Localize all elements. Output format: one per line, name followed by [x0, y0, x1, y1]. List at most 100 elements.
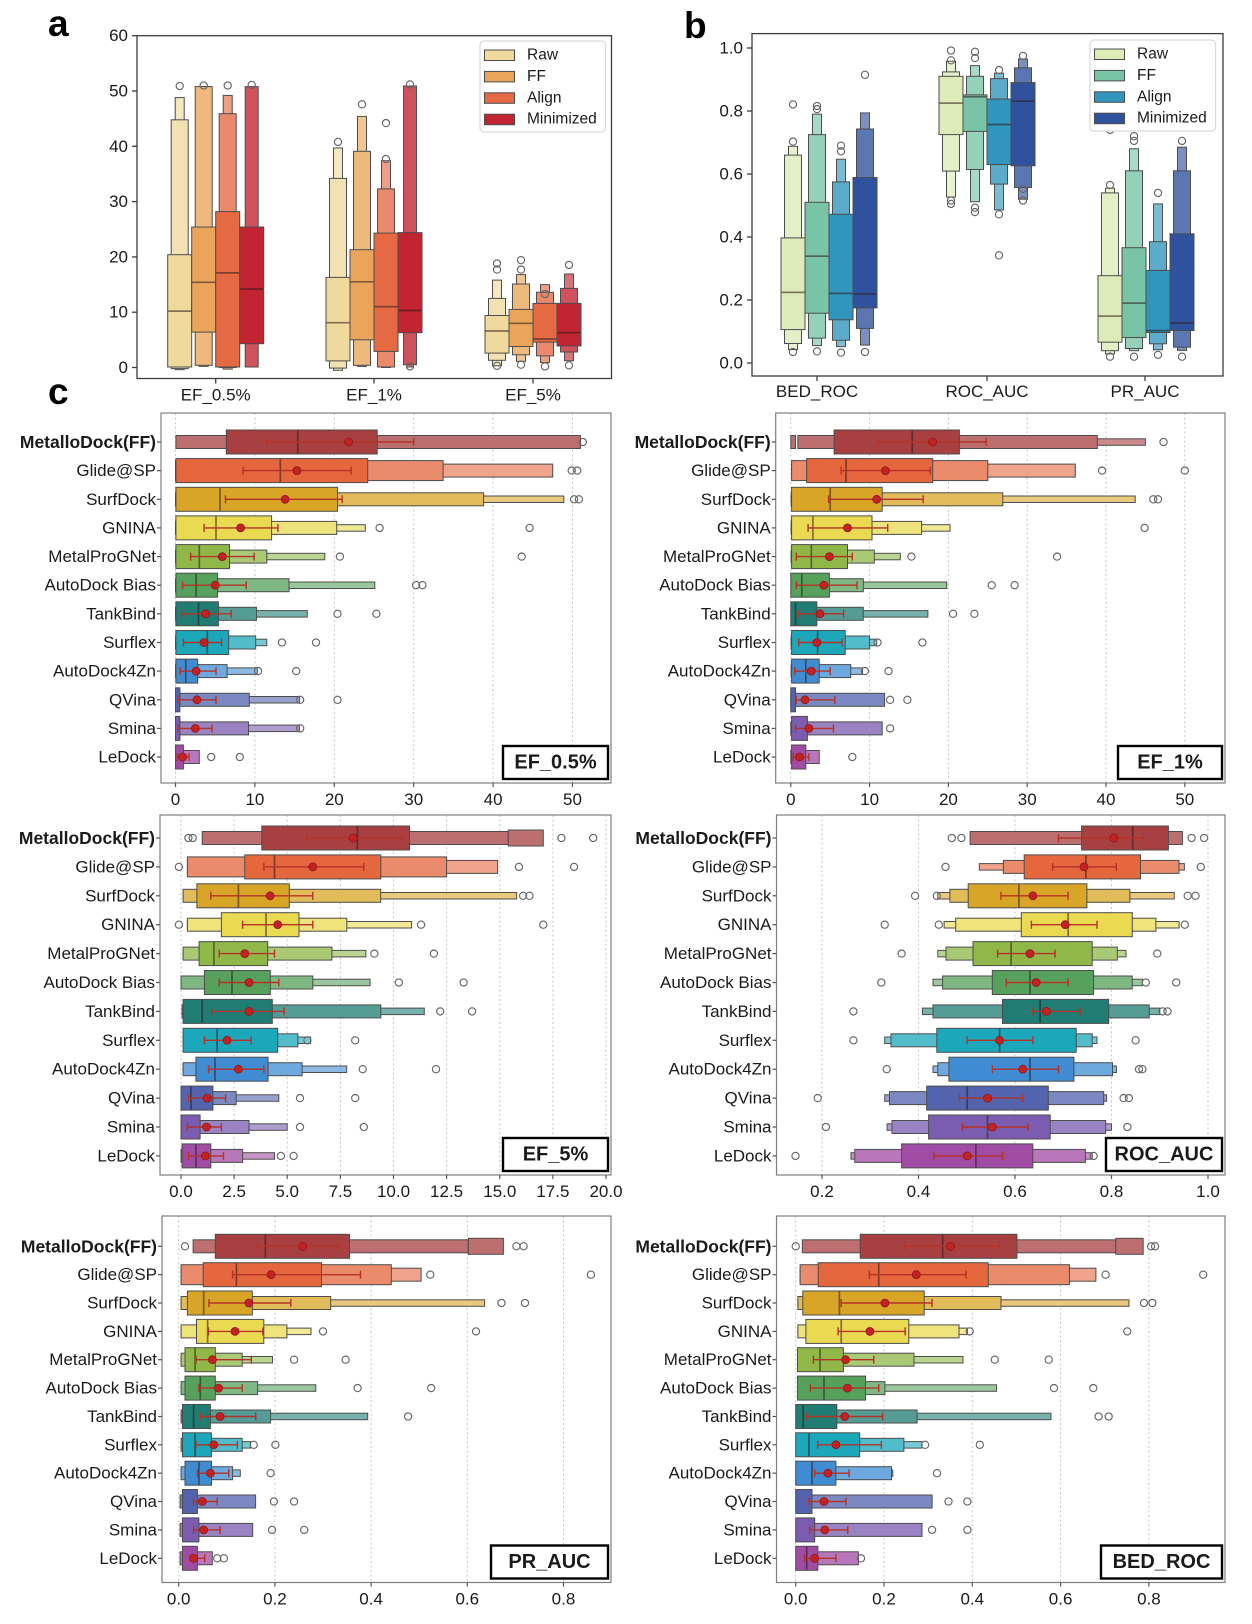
svg-text:LeDock: LeDock — [97, 1146, 155, 1165]
svg-text:AutoDock Bias: AutoDock Bias — [45, 576, 157, 595]
svg-text:AutoDock4Zn: AutoDock4Zn — [52, 1060, 155, 1079]
svg-text:EF_1%: EF_1% — [1137, 752, 1203, 774]
svg-text:20: 20 — [939, 790, 958, 809]
svg-text:10: 10 — [860, 790, 879, 809]
svg-text:EF_5%: EF_5% — [505, 386, 561, 405]
svg-text:TankBind: TankBind — [702, 1407, 772, 1426]
svg-text:30: 30 — [1018, 790, 1037, 809]
svg-text:Align: Align — [527, 89, 561, 106]
svg-text:0.0: 0.0 — [169, 1182, 193, 1201]
svg-text:FF: FF — [1137, 67, 1156, 84]
svg-text:AutoDock Bias: AutoDock Bias — [46, 1379, 158, 1398]
svg-text:MetalProGNet: MetalProGNet — [663, 547, 771, 566]
svg-text:60: 60 — [109, 26, 128, 45]
svg-text:AutoDock4Zn: AutoDock4Zn — [668, 662, 771, 681]
svg-text:MetalProGNet: MetalProGNet — [47, 944, 155, 963]
svg-text:Smina: Smina — [107, 1118, 156, 1137]
svg-text:0.2: 0.2 — [719, 291, 743, 310]
svg-text:AutoDock4Zn: AutoDock4Zn — [54, 1464, 157, 1483]
svg-text:MetalloDock(FF): MetalloDock(FF) — [635, 1236, 771, 1256]
svg-text:Surflex: Surflex — [719, 1435, 772, 1454]
svg-text:EF_0.5%: EF_0.5% — [181, 386, 251, 405]
svg-text:0.8: 0.8 — [1100, 1182, 1124, 1201]
svg-text:MetalloDock(FF): MetalloDock(FF) — [635, 432, 771, 452]
svg-text:Raw: Raw — [1137, 46, 1169, 63]
svg-text:MetalloDock(FF): MetalloDock(FF) — [635, 828, 771, 848]
svg-text:0.4: 0.4 — [719, 228, 743, 247]
svg-text:SurfDock: SurfDock — [702, 886, 772, 905]
svg-text:MetalProGNet: MetalProGNet — [48, 547, 156, 566]
svg-text:50: 50 — [1175, 790, 1194, 809]
svg-text:Align: Align — [1137, 88, 1171, 105]
svg-text:AutoDock Bias: AutoDock Bias — [660, 1379, 772, 1398]
svg-text:LeDock: LeDock — [714, 1549, 772, 1568]
svg-text:0.8: 0.8 — [719, 102, 743, 121]
svg-text:1.0: 1.0 — [1196, 1182, 1220, 1201]
svg-text:Minimized: Minimized — [527, 111, 597, 128]
svg-text:0.8: 0.8 — [552, 1590, 576, 1609]
svg-text:AutoDock4Zn: AutoDock4Zn — [669, 1464, 772, 1483]
svg-text:Surflex: Surflex — [103, 633, 156, 652]
svg-text:EF_0.5%: EF_0.5% — [514, 752, 596, 774]
svg-text:GNINA: GNINA — [718, 1322, 773, 1341]
svg-text:Glide@SP: Glide@SP — [692, 857, 772, 876]
svg-text:0: 0 — [171, 790, 180, 809]
svg-text:40: 40 — [109, 137, 128, 156]
svg-text:Glide@SP: Glide@SP — [691, 461, 771, 480]
svg-text:BED_ROC: BED_ROC — [1113, 1551, 1211, 1573]
svg-text:7.5: 7.5 — [329, 1182, 353, 1201]
svg-text:QVina: QVina — [724, 690, 771, 709]
svg-text:0.0: 0.0 — [167, 1590, 191, 1609]
svg-text:12.5: 12.5 — [430, 1182, 463, 1201]
svg-text:QVina: QVina — [109, 690, 156, 709]
svg-text:LeDock: LeDock — [713, 748, 771, 767]
svg-text:Surflex: Surflex — [104, 1435, 157, 1454]
svg-text:50: 50 — [563, 790, 582, 809]
svg-text:Smina: Smina — [723, 719, 772, 738]
svg-text:QVina: QVina — [108, 1089, 155, 1108]
svg-text:a: a — [48, 3, 69, 44]
svg-text:TankBind: TankBind — [701, 604, 771, 623]
svg-text:GNINA: GNINA — [717, 518, 772, 537]
svg-text:10: 10 — [245, 790, 264, 809]
svg-text:20: 20 — [325, 790, 344, 809]
svg-text:0.2: 0.2 — [810, 1182, 834, 1201]
svg-text:0: 0 — [119, 358, 128, 377]
svg-text:20.0: 20.0 — [589, 1182, 622, 1201]
svg-text:MetalProGNet: MetalProGNet — [49, 1350, 157, 1369]
svg-text:MetalloDock(FF): MetalloDock(FF) — [20, 432, 156, 452]
svg-text:10.0: 10.0 — [377, 1182, 410, 1201]
svg-text:2.5: 2.5 — [222, 1182, 246, 1201]
svg-text:BED_ROC: BED_ROC — [776, 382, 858, 401]
svg-text:ROC_AUC: ROC_AUC — [1115, 1144, 1214, 1166]
svg-text:Surflex: Surflex — [102, 1031, 155, 1050]
svg-text:AutoDock4Zn: AutoDock4Zn — [669, 1060, 772, 1079]
svg-text:TankBind: TankBind — [702, 1002, 772, 1021]
svg-text:10: 10 — [109, 303, 128, 322]
svg-text:ROC_AUC: ROC_AUC — [945, 382, 1028, 401]
svg-text:MetalProGNet: MetalProGNet — [664, 1350, 772, 1369]
svg-text:0.8: 0.8 — [1137, 1590, 1161, 1609]
svg-text:0.2: 0.2 — [872, 1590, 896, 1609]
svg-text:QVina: QVina — [110, 1492, 157, 1511]
svg-text:0.0: 0.0 — [784, 1590, 808, 1609]
svg-text:Smina: Smina — [723, 1520, 772, 1539]
svg-text:SurfDock: SurfDock — [702, 1294, 772, 1313]
svg-text:0.6: 0.6 — [1003, 1182, 1027, 1201]
svg-text:Smina: Smina — [109, 1520, 158, 1539]
svg-text:5.0: 5.0 — [275, 1182, 299, 1201]
svg-text:Raw: Raw — [527, 47, 559, 64]
svg-text:AutoDock Bias: AutoDock Bias — [660, 973, 772, 992]
svg-text:Minimized: Minimized — [1137, 110, 1207, 127]
svg-text:Glide@SP: Glide@SP — [75, 857, 155, 876]
svg-text:MetalProGNet: MetalProGNet — [664, 944, 772, 963]
svg-text:QVina: QVina — [725, 1492, 772, 1511]
svg-text:TankBind: TankBind — [85, 1002, 155, 1021]
svg-text:AutoDock Bias: AutoDock Bias — [659, 576, 771, 595]
svg-text:c: c — [48, 371, 69, 412]
svg-text:FF: FF — [527, 68, 546, 85]
svg-text:Smina: Smina — [723, 1118, 772, 1137]
svg-text:EF_1%: EF_1% — [346, 386, 402, 405]
svg-text:1.0: 1.0 — [719, 39, 743, 58]
svg-text:0.6: 0.6 — [1049, 1590, 1073, 1609]
